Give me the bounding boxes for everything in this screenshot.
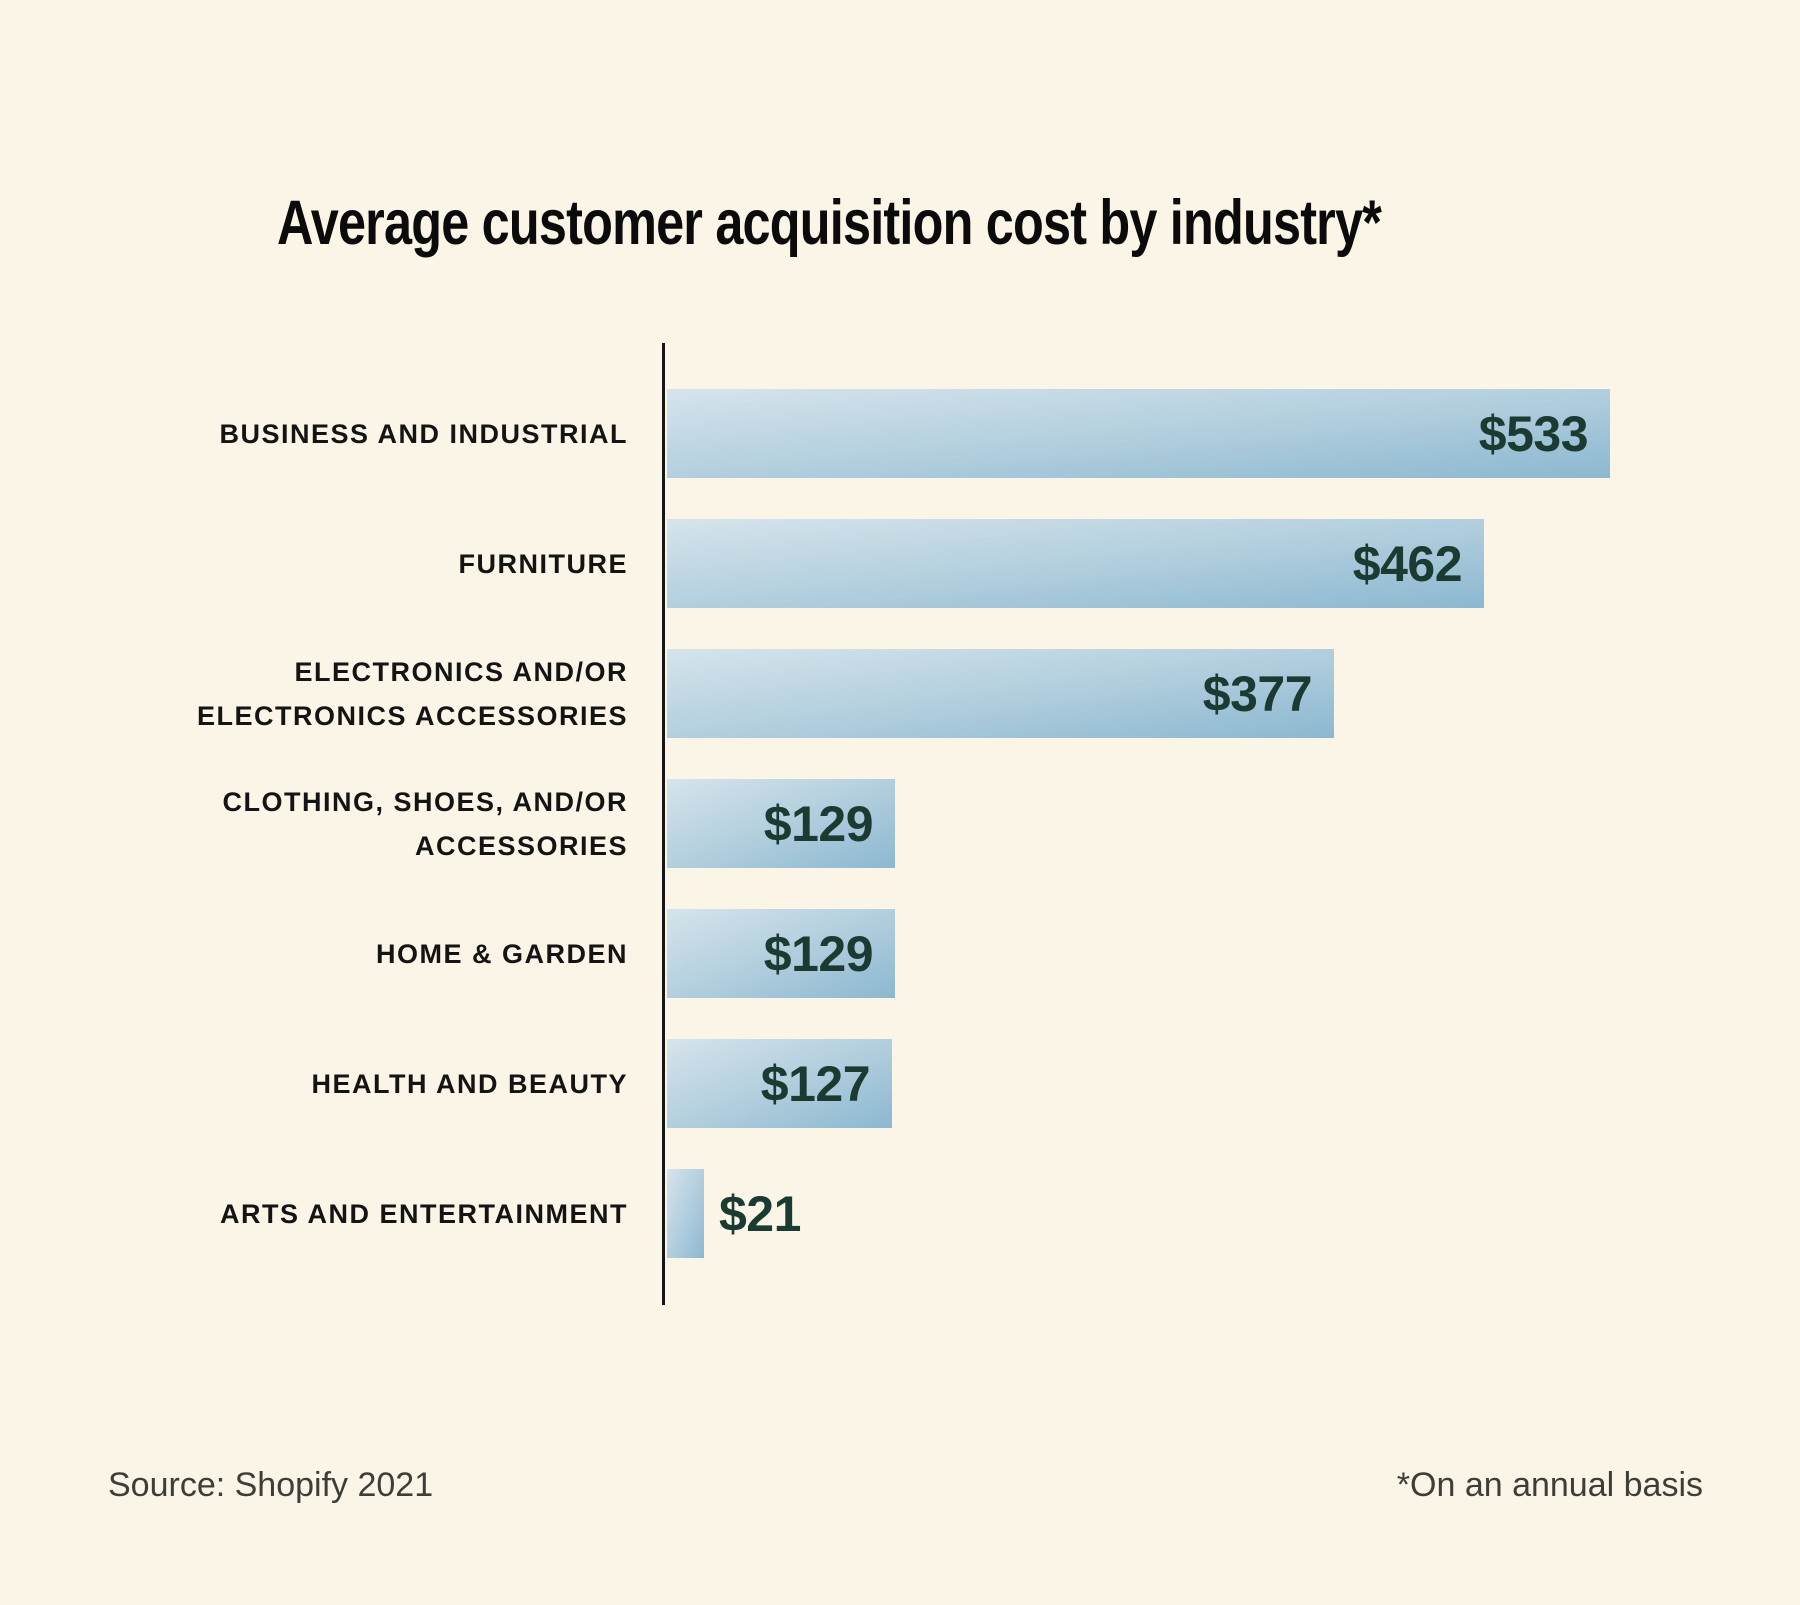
- bar-value-label: $129: [763, 925, 874, 982]
- bar-value-label: $462: [1352, 535, 1463, 592]
- bar-value-label: $127: [760, 1055, 871, 1112]
- bar: $127: [667, 1039, 892, 1128]
- category-label-line: ACCESSORIES: [414, 830, 628, 861]
- category-label: ARTS AND ENTERTAINMENT: [68, 1169, 628, 1258]
- source-note: Source: Shopify 2021: [108, 1466, 434, 1504]
- bar-value-label: $129: [763, 795, 874, 852]
- bar: $462: [667, 519, 1484, 608]
- category-label-line: CLOTHING, SHOES, AND/OR: [222, 786, 628, 817]
- bar: $377: [667, 649, 1334, 738]
- bar-value-label: $21: [719, 1185, 801, 1242]
- axis-line: [662, 343, 665, 1305]
- category-label: ELECTRONICS AND/OR ELECTRONICS ACCESSORIE…: [68, 649, 628, 738]
- footnote: *On an annual basis: [1396, 1466, 1703, 1504]
- bar: $129: [667, 779, 895, 868]
- category-label-line: HOME & GARDEN: [375, 938, 628, 969]
- category-label: BUSINESS AND INDUSTRIAL: [68, 389, 628, 478]
- category-label-line: BUSINESS AND INDUSTRIAL: [219, 418, 628, 449]
- bar-value-label: $377: [1202, 665, 1313, 722]
- category-label-line: ARTS AND ENTERTAINMENT: [220, 1198, 628, 1229]
- category-label: HEALTH AND BEAUTY: [68, 1039, 628, 1128]
- category-label: CLOTHING, SHOES, AND/OR ACCESSORIES: [68, 779, 628, 868]
- bar-value-label: $533: [1478, 405, 1589, 462]
- category-label-line: HEALTH AND BEAUTY: [311, 1068, 628, 1099]
- bar: $21: [667, 1169, 801, 1258]
- category-label: HOME & GARDEN: [68, 909, 628, 998]
- category-label-line: ELECTRONICS AND/OR: [294, 656, 628, 687]
- page-title: Average customer acquisition cost by ind…: [277, 188, 1382, 259]
- bar: $129: [667, 909, 895, 998]
- category-label-line: FURNITURE: [458, 548, 628, 579]
- category-label-line: ELECTRONICS ACCESSORIES: [196, 700, 628, 731]
- bar: $533: [667, 389, 1610, 478]
- category-label: FURNITURE: [68, 519, 628, 608]
